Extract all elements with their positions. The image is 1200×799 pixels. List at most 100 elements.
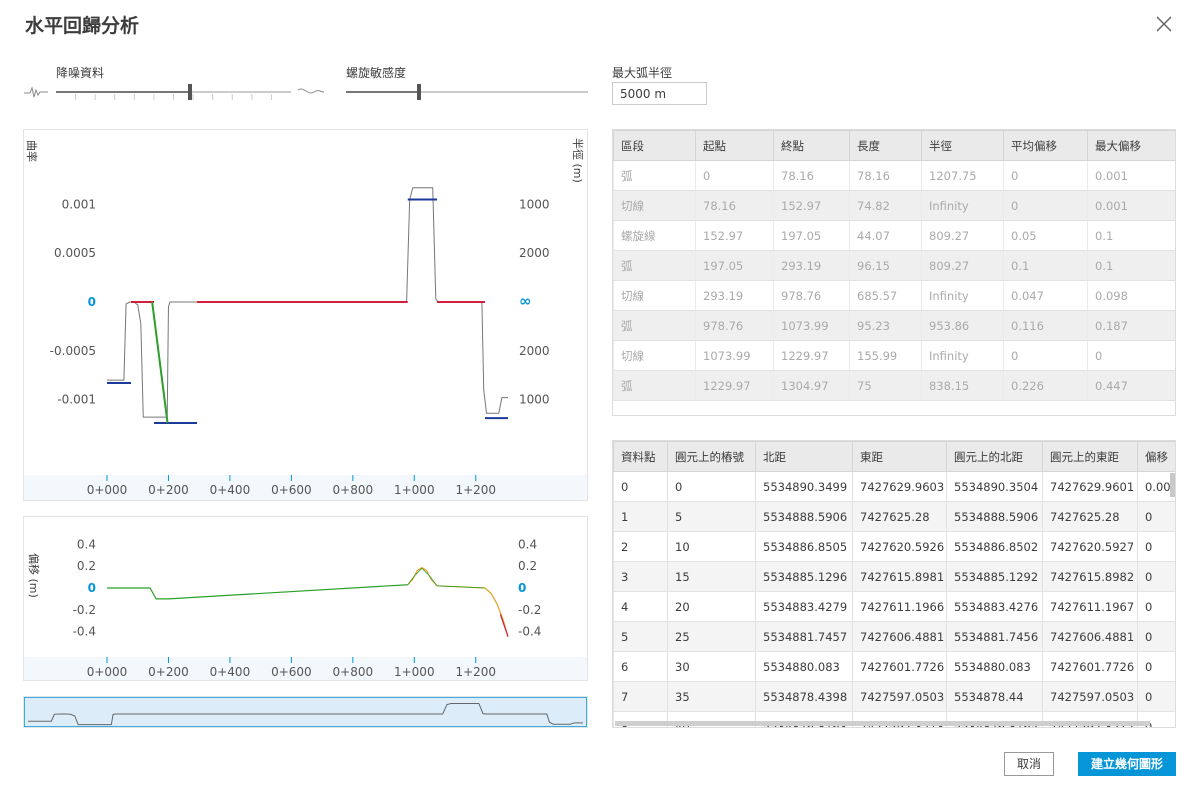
- column-header[interactable]: 圓元上的北距: [946, 441, 1043, 472]
- x-tick-label: 0+000: [87, 665, 128, 679]
- table-row[interactable]: 螺旋線 152.97 197.05 44.07 809.27 0.05 0.1: [613, 220, 1175, 251]
- column-header[interactable]: 終點: [773, 130, 850, 161]
- column-header[interactable]: 圓元上的樁號: [667, 441, 756, 472]
- table-cell: 弧: [613, 160, 696, 191]
- table-row[interactable]: 2 10 5534886.8505 7427620.5926 5534886.8502 7…: [613, 531, 1175, 562]
- cancel-button[interactable]: 取消: [1004, 752, 1054, 776]
- table-cell: 0: [1003, 340, 1088, 371]
- points-table: 資料點 圓元上的樁號 北距 東距 圓元上的北距 圓元上的東距 偏移 0 0 5534890.34…: [613, 441, 1175, 727]
- table-row[interactable]: 3 15 5534885.1296 7427615.8981 5534885.1292 7…: [613, 561, 1175, 592]
- table-cell: 0: [1087, 340, 1175, 371]
- table-cell: 7427606.4881: [1042, 621, 1138, 652]
- table-cell: 0: [1137, 531, 1175, 562]
- table-cell: 4: [613, 591, 668, 622]
- table-cell: 5534890.3504: [946, 471, 1043, 502]
- x-axis-band: [24, 657, 587, 680]
- table-cell: 1229.97: [773, 340, 850, 371]
- table-cell: 5534885.1296: [755, 561, 853, 592]
- spiral-slider[interactable]: [346, 84, 588, 107]
- table-cell: 0.001: [1087, 190, 1175, 221]
- overview-chart[interactable]: [23, 696, 588, 728]
- table-cell: 5: [613, 621, 668, 652]
- table-cell: 685.57: [849, 280, 922, 311]
- column-header[interactable]: 偏移: [1137, 441, 1175, 472]
- column-header[interactable]: 北距: [755, 441, 853, 472]
- table-cell: 5534880.083: [755, 651, 853, 682]
- column-header[interactable]: 半徑: [921, 130, 1004, 161]
- overview-window[interactable]: [23, 696, 588, 728]
- table-cell: 5534883.4279: [755, 591, 853, 622]
- table-row[interactable]: 6 30 5534880.083 7427601.7726 5534880.083 742…: [613, 651, 1175, 682]
- noise-label: 降噪資料: [56, 66, 105, 80]
- table-cell: 74.82: [849, 190, 922, 221]
- column-header[interactable]: 區段: [613, 130, 696, 161]
- table-cell: 7427615.8981: [852, 561, 947, 592]
- table-cell: 7427601.7726: [1042, 651, 1138, 682]
- x-tick-label: 0+600: [271, 665, 312, 679]
- x-tick-label: 1+200: [455, 665, 496, 679]
- table-row[interactable]: 1 5 5534888.5906 7427625.28 5534888.5906 7427…: [613, 501, 1175, 532]
- radius-tick-label: 2000: [519, 344, 550, 358]
- table-cell: 78.16: [695, 190, 774, 221]
- offset-right-tick-label: 0: [518, 581, 526, 595]
- column-header[interactable]: 平均偏移: [1003, 130, 1088, 161]
- table-cell: 螺旋線: [613, 220, 696, 251]
- table-cell: 5534883.4276: [946, 591, 1043, 622]
- spiral-slider-handle[interactable]: [416, 84, 421, 100]
- table-row[interactable]: 5 25 5534881.7457 7427606.4881 5534881.7456 7…: [613, 621, 1175, 652]
- table-cell: 0: [1137, 501, 1175, 532]
- overview-strip[interactable]: [23, 696, 588, 728]
- curvature-chart[interactable]: 曲率 半徑 (m) 0.001 1000 0.0005 2000 0 ∞ -0.0005 20…: [24, 130, 587, 500]
- table-row[interactable]: 0 0 5534890.3499 7427629.9603 5534890.3504 74…: [613, 471, 1175, 502]
- table-cell: 7427625.28: [852, 501, 947, 532]
- column-header[interactable]: 起點: [695, 130, 774, 161]
- table-row[interactable]: 切線 293.19 978.76 685.57 Infinity 0.047 0.098: [613, 280, 1175, 311]
- points-table-scrollbar[interactable]: [1170, 473, 1175, 497]
- table-cell: 3: [613, 561, 668, 592]
- points-table-hscrollbar[interactable]: [615, 721, 1150, 726]
- table-cell: Infinity: [921, 190, 1004, 221]
- offset-tick-label: 0.4: [77, 537, 96, 551]
- noise-slider[interactable]: [56, 84, 291, 107]
- offset-right-tick-label: 0.2: [518, 559, 537, 573]
- table-cell: 7427620.5927: [1042, 531, 1138, 562]
- x-tick-label: 0+600: [271, 483, 312, 497]
- table-cell: 95.23: [849, 310, 922, 341]
- table-row[interactable]: 切線 78.16 152.97 74.82 Infinity 0 0.001: [613, 190, 1175, 221]
- table-cell: 1073.99: [695, 340, 774, 371]
- smooth-wave-icon: [298, 88, 324, 94]
- table-cell: 152.97: [695, 220, 774, 251]
- overview-line: [28, 702, 583, 726]
- spiral-label: 螺旋敏感度: [346, 66, 407, 80]
- table-row[interactable]: 切線 1073.99 1229.97 155.99 Infinity 0 0: [613, 340, 1175, 371]
- points-table-container: 資料點 圓元上的樁號 北距 東距 圓元上的北距 圓元上的東距 偏移 0 0 5534890.34…: [612, 440, 1176, 728]
- column-header[interactable]: 資料點: [613, 441, 668, 472]
- table-cell: 弧: [613, 370, 696, 401]
- create-geometry-button[interactable]: 建立幾何圖形: [1078, 752, 1176, 776]
- table-row[interactable]: 弧 978.76 1073.99 95.23 953.86 0.116 0.187: [613, 310, 1175, 341]
- column-header[interactable]: 最大偏移: [1087, 130, 1175, 161]
- table-row[interactable]: 4 20 5534883.4279 7427611.1966 5534883.4276 7…: [613, 591, 1175, 622]
- table-row[interactable]: 弧 197.05 293.19 96.15 809.27 0.1 0.1: [613, 250, 1175, 281]
- column-header[interactable]: 圓元上的東距: [1042, 441, 1138, 472]
- noise-slider-handle[interactable]: [187, 84, 192, 100]
- max-radius-input[interactable]: [612, 82, 707, 105]
- table-cell: 0: [1137, 621, 1175, 652]
- column-header[interactable]: 長度: [849, 130, 922, 161]
- table-cell: 5534888.5906: [946, 501, 1043, 532]
- column-header[interactable]: 東距: [852, 441, 947, 472]
- offset-tail-line: [484, 587, 509, 637]
- offset-chart[interactable]: 偏移 (m) 0.4 0.4 0.2 0.2 0 0 -0.2 -0.2 -0.4 -0.4 0+…: [24, 517, 587, 680]
- radius-axis-label: 半徑 (m): [571, 138, 585, 183]
- table-cell: 1304.97: [773, 370, 850, 401]
- offset-tick-label: -0.2: [73, 603, 96, 617]
- table-row[interactable]: 弧 1229.97 1304.97 75 838.15 0.226 0.447: [613, 370, 1175, 401]
- table-row[interactable]: 7 35 5534878.4398 7427597.0503 5534878.44 742…: [613, 681, 1175, 712]
- close-icon[interactable]: [1153, 13, 1175, 35]
- spiral-segment[interactable]: [151, 301, 169, 424]
- table-cell: 809.27: [921, 220, 1004, 251]
- table-row[interactable]: 弧 0 78.16 78.16 1207.75 0 0.001: [613, 160, 1175, 191]
- table-cell: 0: [695, 160, 774, 191]
- table-cell: 0.1: [1087, 220, 1175, 251]
- table-cell: 0: [613, 471, 668, 502]
